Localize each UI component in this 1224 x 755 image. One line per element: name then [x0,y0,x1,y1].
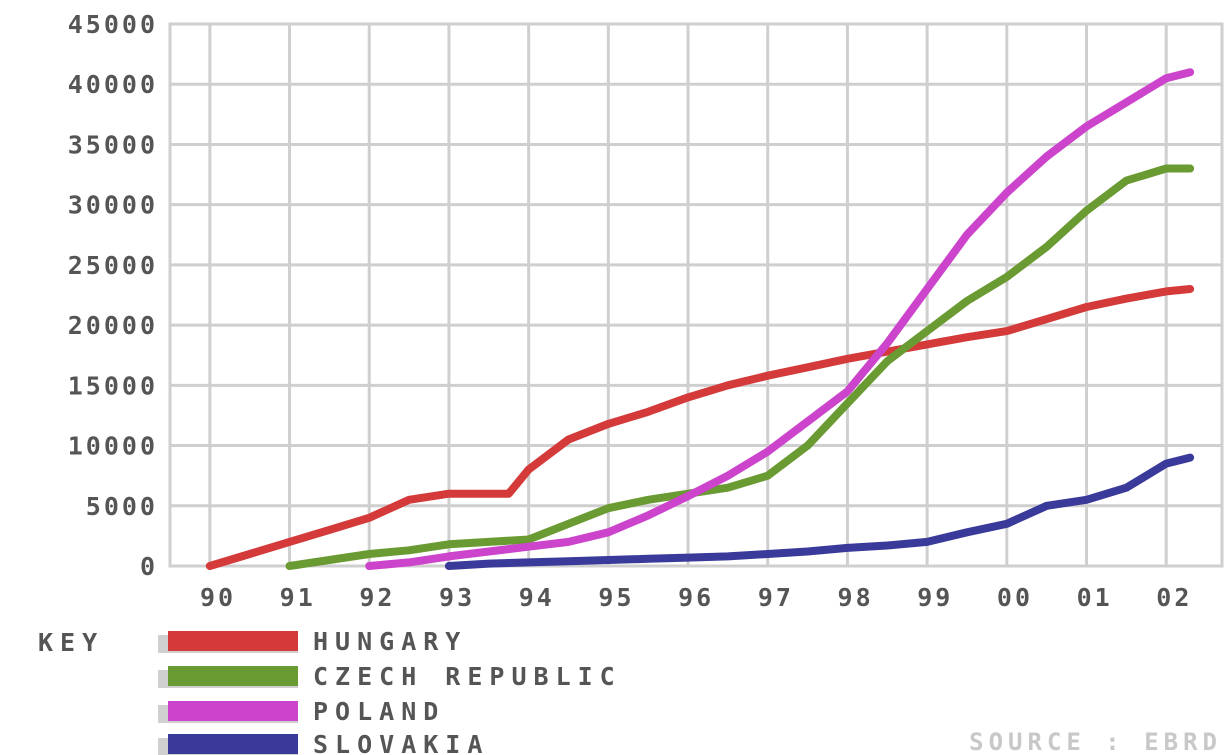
y-tick-label: 15000 [68,371,158,400]
x-tick-label: 99 [917,583,953,612]
legend: KEY HUNGARY CZECH REPUBLIC POLAND SLOVAKIA [38,627,622,755]
x-tick-label: 00 [997,583,1033,612]
series-lines [205,68,1195,570]
source-label: SOURCE : EBRD [969,728,1222,755]
x-tick-label: 02 [1156,583,1192,612]
y-tick-label: 0 [140,552,158,581]
plot-area [168,22,1224,568]
x-tick-label: 98 [838,583,874,612]
x-tick-label: 97 [758,583,794,612]
y-tick-label: 10000 [68,432,158,461]
legend-label: CZECH REPUBLIC [313,662,622,691]
x-tick-label: 95 [598,583,634,612]
legend-swatch [168,666,298,686]
x-tick-label: 90 [200,583,236,612]
legend-swatch [168,734,298,754]
y-tick-label: 20000 [68,311,158,340]
x-tick-label: 94 [519,583,555,612]
y-tick-label: 5000 [86,492,158,521]
x-tick-label: 92 [359,583,395,612]
series-line-3 [444,453,1195,570]
legend-swatch [168,631,298,651]
y-tick-label: 35000 [68,130,158,159]
legend-swatch [168,701,298,721]
legend-title: KEY [38,628,104,657]
y-tick-label: 25000 [68,251,158,280]
legend-label: POLAND [313,697,445,726]
y-axis-ticks: 45000 40000 35000 30000 25000 20000 15000 10000… [68,10,158,581]
x-tick-label: 93 [439,583,475,612]
x-tick-label: 96 [678,583,714,612]
y-tick-label: 40000 [68,70,158,99]
x-tick-label: 01 [1077,583,1113,612]
x-axis-ticks: 90 91 92 93 94 95 96 97 98 99 00 01 02 [200,583,1192,612]
y-tick-label: 45000 [68,10,158,39]
y-tick-label: 30000 [68,191,158,220]
x-tick-label: 91 [280,583,316,612]
series-line-1 [285,164,1195,570]
series-line-2 [365,68,1195,570]
series-line-0 [205,285,1195,570]
legend-label: SLOVAKIA [313,730,489,755]
legend-label: HUNGARY [313,627,467,656]
grid [168,22,1224,568]
